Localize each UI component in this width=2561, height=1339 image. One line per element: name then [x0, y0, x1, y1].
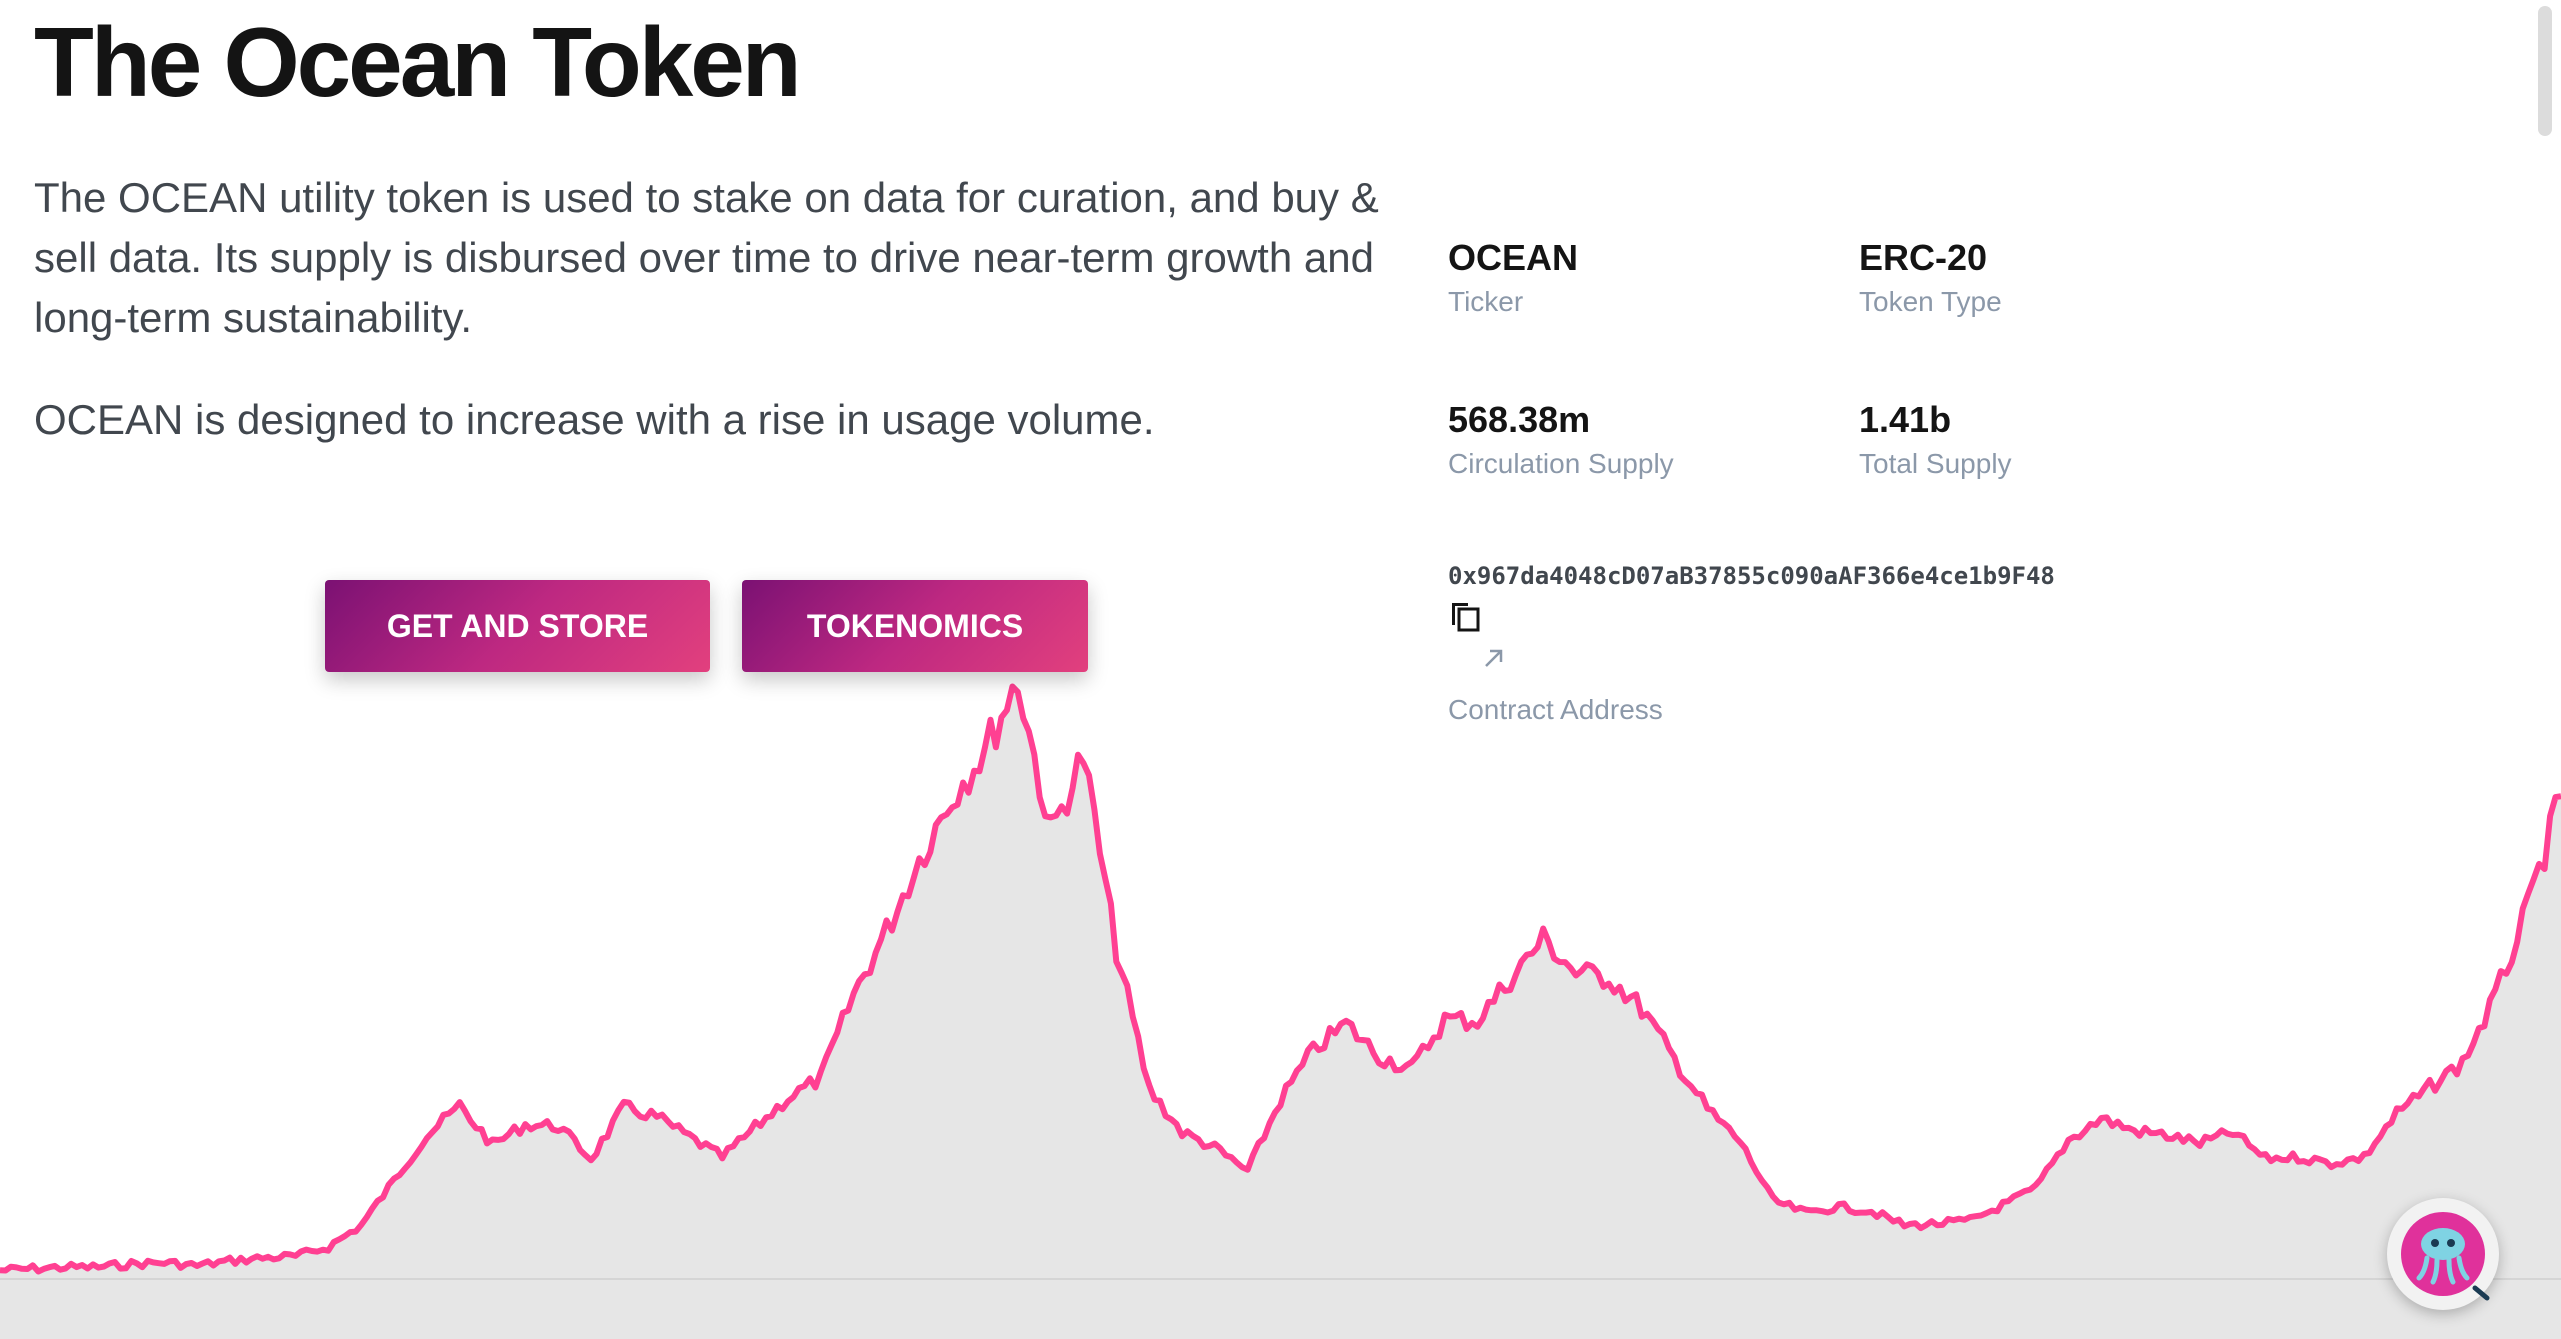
- token-description: The OCEAN utility token is used to stake…: [34, 174, 1379, 341]
- stat-ticker: OCEAN Ticker: [1448, 236, 1578, 324]
- contract-block: 0x967da4048cD07aB37855c090aAF366e4ce1b9F…: [1448, 560, 2055, 726]
- page-title: The Ocean Token: [34, 7, 802, 117]
- stat-label: Ticker: [1448, 286, 1524, 317]
- get-and-store-button[interactable]: GET AND STORE: [325, 580, 710, 672]
- stat-value: OCEAN: [1448, 237, 1579, 278]
- stat-circulation-supply: 568.38m Circulation Supply: [1448, 398, 1674, 486]
- external-link-icon[interactable]: [1480, 644, 1508, 672]
- price-area: [0, 686, 2561, 1278]
- contract-address[interactable]: 0x967da4048cD07aB37855c090aAF366e4ce1b9F…: [1448, 562, 2055, 590]
- scrollbar[interactable]: [2530, 0, 2560, 150]
- stat-value: 568.38m: [1448, 399, 1591, 440]
- contract-address-label: Contract Address: [1448, 694, 1663, 725]
- stat-token-type: ERC-20 Token Type: [1859, 236, 2002, 324]
- token-usage-note: OCEAN is designed to increase with a ris…: [34, 396, 1155, 443]
- stat-value: 1.41b: [1859, 399, 1952, 440]
- copy-icon[interactable]: [1448, 598, 1484, 634]
- price-line: [0, 683, 2561, 1275]
- chat-avatar-button[interactable]: [2387, 1198, 2499, 1310]
- stat-total-supply: 1.41b Total Supply: [1859, 398, 2012, 486]
- jellyfish-avatar-icon: [2401, 1212, 2490, 1301]
- scrollbar-thumb[interactable]: [2538, 6, 2552, 136]
- stat-label: Circulation Supply: [1448, 448, 1674, 479]
- tokenomics-button[interactable]: TOKENOMICS: [742, 580, 1088, 672]
- stat-label: Token Type: [1859, 286, 2002, 317]
- stat-value: ERC-20: [1859, 237, 1988, 278]
- stat-label: Total Supply: [1859, 448, 2012, 479]
- chart-baseline: [0, 1278, 2561, 1339]
